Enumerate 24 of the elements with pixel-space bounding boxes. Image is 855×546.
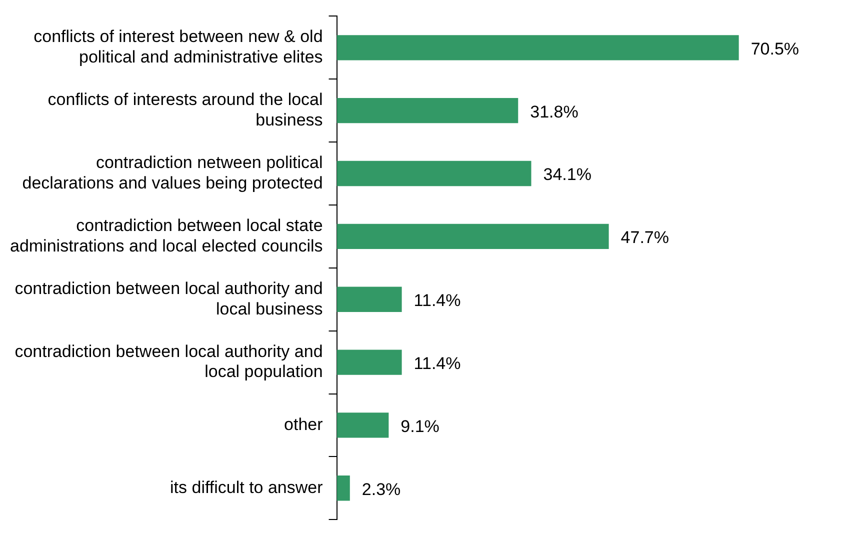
data-label: 70.5% [750,39,800,58]
data-label: 47.7% [620,228,670,248]
y-tick-label: contradiction netween political declarations and values being protected [22,153,323,192]
data-label: 11.4% [414,354,461,373]
bar [336,412,389,438]
bar [336,224,609,250]
y-tick-label: conflicts of interest between new & old political and administrative elites [34,27,323,67]
bar [336,476,350,501]
y-tick-label: other [284,414,324,434]
y-tick-label: contradiction between local authority and local population [14,342,323,382]
y-tick-label: its difficult to answer [170,478,324,497]
data-label: 9.1% [400,416,440,436]
bar [336,350,402,375]
bar [336,98,518,124]
y-tick-label: contradiction between local state administrations and local elected councils [10,216,323,256]
bar [336,286,402,312]
y-tick-label: conflicts of interests around the local business [48,90,323,130]
bar [336,160,532,186]
y-tick-label: contradiction between local authority and local business [14,278,323,318]
data-label: 31.8% [530,102,578,122]
data-label: 11.4% [414,291,461,310]
bar [336,35,739,60]
data-label: 34.1% [543,165,592,184]
data-label: 2.3% [362,480,401,499]
